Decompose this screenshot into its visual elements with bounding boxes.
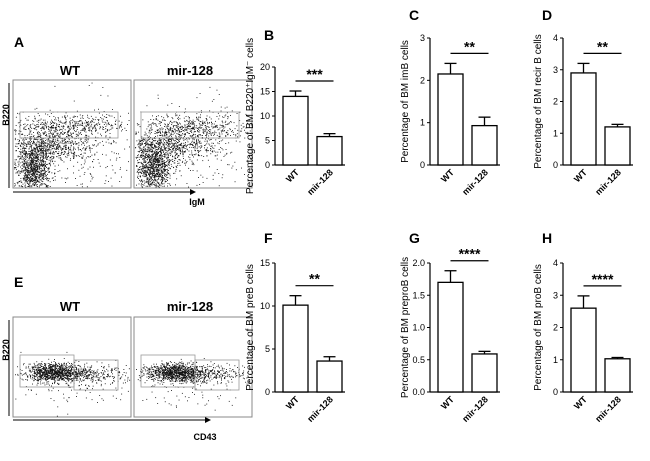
bar-c-mir128 <box>472 126 497 165</box>
y-tick-label-f: 0 <box>265 387 270 397</box>
y-tick-label-f: 15 <box>260 258 270 268</box>
facs-dots-wt-a <box>14 83 130 188</box>
y-tick-label-d: 4 <box>553 33 558 43</box>
facs-plot-mir128-e <box>134 317 252 417</box>
category-label-d-1: mir-128 <box>593 167 623 197</box>
x-arrowhead-a <box>190 189 196 195</box>
category-label-c-1: mir-128 <box>460 167 490 197</box>
y-tick-label-d: 3 <box>553 65 558 75</box>
panel-letter-f: F <box>264 230 273 246</box>
bar-f-wt <box>283 305 308 392</box>
y-tick-label-h: 1 <box>553 355 558 365</box>
category-label-f-0: WT <box>284 394 301 411</box>
category-label-c-0: WT <box>439 167 456 184</box>
significance-label-b: *** <box>306 66 323 82</box>
significance-label-h: **** <box>592 271 614 287</box>
y-tick-label-g: 1.5 <box>412 290 425 300</box>
group-label-wt-a: WT <box>60 63 80 78</box>
significance-label-d: ** <box>597 38 608 54</box>
y-axis-label-d: Percentage of BM recir B cells <box>533 34 544 169</box>
panel-letter-h: H <box>542 230 552 246</box>
group-label-mir128-a: mir-128 <box>167 63 213 78</box>
significance-label-g: **** <box>459 246 481 262</box>
group-label-mir128-e: mir-128 <box>167 299 213 314</box>
bar-d-mir128 <box>605 127 630 165</box>
y-axis-label-c: Percentage of BM imB cells <box>400 40 411 163</box>
y-tick-label-h: 2 <box>553 323 558 333</box>
group-label-wt-e: WT <box>60 299 80 314</box>
facs-dots-wt-e <box>15 352 130 417</box>
y-tick-label-f: 5 <box>265 344 270 354</box>
gate-e-mir128-right <box>195 360 239 390</box>
y-tick-label-f: 10 <box>260 301 270 311</box>
panel-letter-d: D <box>542 7 552 23</box>
category-label-g-1: mir-128 <box>460 394 490 424</box>
y-axis-label-e: B220 <box>1 339 11 361</box>
y-axis-label-h: Percentage of BM proB cells <box>533 264 544 391</box>
significance-label-f: ** <box>309 271 320 287</box>
facs-dots-mir128-e <box>136 358 251 411</box>
category-label-d-0: WT <box>572 167 589 184</box>
bar-c-wt <box>438 74 463 165</box>
x-axis-label-a: IgM <box>189 197 205 207</box>
panel-letter-g: G <box>409 230 420 246</box>
y-tick-label-c: 1 <box>420 118 425 128</box>
flow-panel-a: A WT mir-128 B220 IgM <box>1 34 252 207</box>
bar-h-wt <box>571 308 596 392</box>
y-axis-label-g: Percentage of BM preproB cells <box>400 257 411 398</box>
y-tick-label-g: 2.0 <box>412 258 425 268</box>
category-label-g-0: WT <box>439 394 456 411</box>
y-axis-label-a: B220 <box>1 104 11 126</box>
y-tick-label-c: 3 <box>420 33 425 43</box>
y-tick-label-d: 2 <box>553 97 558 107</box>
x-arrowhead-e <box>205 417 211 423</box>
y-tick-label-b: 15 <box>260 87 270 97</box>
panel-letter-b: B <box>264 27 274 43</box>
facs-dots-mir128-a <box>135 87 252 188</box>
bar-h-mir128 <box>605 359 630 392</box>
y-axis-label-b: Percentage of BM B220⁺IgM⁻ cells <box>245 38 256 194</box>
y-tick-label-g: 1.0 <box>412 323 425 333</box>
y-tick-label-d: 1 <box>553 128 558 138</box>
bar-g-mir128 <box>472 354 497 392</box>
category-label-b-1: mir-128 <box>305 167 335 197</box>
category-label-h-0: WT <box>572 394 589 411</box>
y-tick-label-b: 5 <box>265 136 270 146</box>
bar-b-mir128 <box>317 137 342 165</box>
y-axis-label-f: Percentage of BM preB cells <box>245 264 256 391</box>
y-tick-label-g: 0.0 <box>412 387 425 397</box>
y-tick-label-c: 0 <box>420 160 425 170</box>
y-tick-label-b: 10 <box>260 111 270 121</box>
bar-chart-b: B 0 5 10 15 20 Percentage of BM B220⁺IgM⁻ cell… <box>245 27 345 197</box>
y-tick-label-c: 2 <box>420 75 425 85</box>
category-label-b-0: WT <box>284 167 301 184</box>
y-tick-label-b: 20 <box>260 62 270 72</box>
y-tick-label-h: 0 <box>553 387 558 397</box>
y-tick-label-h: 3 <box>553 290 558 300</box>
category-label-h-1: mir-128 <box>593 394 623 424</box>
bar-b-wt <box>283 96 308 165</box>
flow-panel-e: E WT mir-128 B220 CD43 <box>1 274 252 442</box>
y-tick-label-h: 4 <box>553 258 558 268</box>
bar-f-mir128 <box>317 361 342 392</box>
y-tick-label-g: 0.5 <box>412 355 425 365</box>
bar-g-wt <box>438 282 463 392</box>
panel-letter-c: C <box>409 7 419 23</box>
bar-d-wt <box>571 73 596 165</box>
category-label-f-1: mir-128 <box>305 394 335 424</box>
y-tick-label-b: 0 <box>265 160 270 170</box>
panel-letter-e: E <box>14 274 23 290</box>
x-axis-label-e: CD43 <box>193 432 216 442</box>
significance-label-c: ** <box>464 38 475 54</box>
panel-letter-a: A <box>14 34 24 50</box>
y-tick-label-d: 0 <box>553 160 558 170</box>
